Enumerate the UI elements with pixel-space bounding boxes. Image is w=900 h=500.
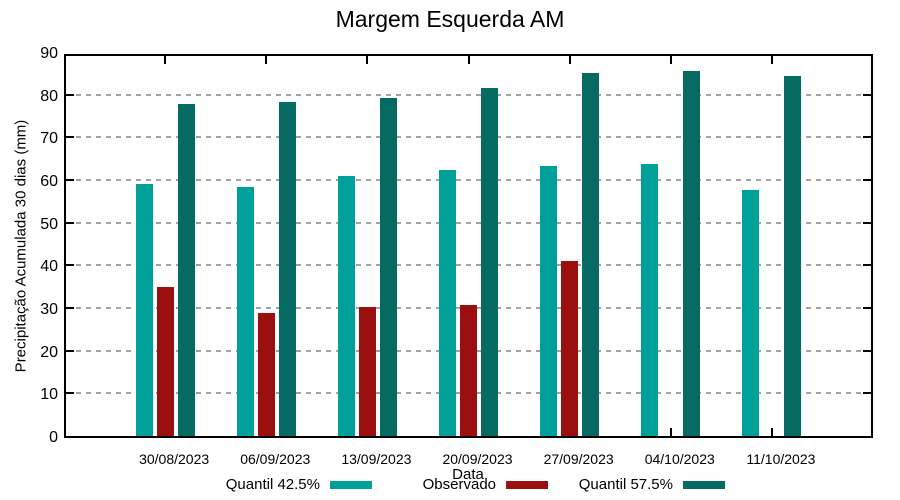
bar-quantil-57-5	[784, 76, 802, 436]
plot-area	[64, 54, 873, 438]
bar-quantil-42-5	[742, 189, 760, 436]
bar-observado	[156, 287, 174, 436]
x-tick-mark	[467, 56, 470, 64]
bar-quantil-42-5	[236, 186, 254, 436]
bar-quantil-57-5	[379, 98, 397, 436]
y-tick-mark	[863, 264, 871, 267]
bar-quantil-42-5	[337, 176, 355, 436]
y-tick-mark	[66, 179, 74, 181]
y-tick-mark	[863, 307, 871, 309]
legend-label: Quantil 42.5%	[225, 476, 320, 493]
x-tick-label: 13/09/2023	[341, 451, 412, 467]
x-tick-mark	[669, 56, 672, 64]
y-tick-label: 40	[40, 258, 58, 276]
y-tick-mark	[66, 221, 74, 224]
x-tick-label: 11/10/2023	[746, 451, 816, 467]
y-tick-mark	[863, 179, 871, 181]
bar-quantil-57-5	[278, 101, 296, 436]
y-tick-mark	[863, 349, 871, 352]
gridline	[66, 179, 871, 181]
x-tick-label: 27/09/2023	[543, 451, 614, 467]
y-tick-label: 20	[40, 343, 58, 361]
x-tick-mark	[568, 56, 571, 64]
y-tick-label: 0	[49, 429, 58, 446]
y-tick-mark	[863, 93, 871, 96]
legend-label: Observado	[422, 476, 496, 493]
legend-item-observado: Observado	[423, 477, 548, 493]
x-tick-label: 30/08/2023	[139, 451, 210, 467]
y-tick-mark	[66, 264, 74, 267]
gridline	[66, 221, 871, 224]
x-tick-label: 04/10/2023	[644, 451, 715, 467]
y-tick-mark	[66, 349, 74, 352]
x-tick-mark	[770, 428, 773, 436]
bar-quantil-57-5	[177, 104, 195, 436]
x-tick-mark	[770, 56, 773, 64]
legend-swatch-quantil-42-5-icon	[330, 481, 372, 489]
bar-quantil-42-5	[439, 170, 456, 436]
y-tick-label: 60	[40, 173, 58, 190]
legend-label: Quantil 57.5%	[578, 476, 673, 493]
bar-observado	[257, 313, 275, 436]
bar-quantil-42-5	[540, 165, 558, 436]
y-tick-mark	[863, 136, 871, 139]
bar-quantil-57-5	[481, 87, 498, 436]
bar-quantil-57-5	[582, 72, 600, 436]
bar-quantil-42-5	[641, 163, 659, 436]
x-tick-label: 20/09/2023	[442, 451, 513, 467]
y-tick-label: 70	[40, 130, 58, 148]
y-tick-mark	[863, 221, 871, 224]
x-tick-label: 06/09/2023	[240, 451, 311, 467]
y-tick-mark	[66, 136, 74, 139]
y-tick-mark	[863, 392, 871, 395]
bar-quantil-42-5	[135, 183, 153, 436]
x-tick-mark	[164, 56, 167, 64]
gridline	[66, 93, 871, 96]
y-tick-label: 30	[40, 301, 58, 318]
x-axis-title: Data	[452, 466, 484, 483]
gridline	[66, 136, 871, 139]
bar-quantil-57-5	[683, 70, 701, 436]
y-tick-mark	[66, 392, 74, 395]
x-tick-mark	[366, 56, 369, 64]
legend-item-quantil-42-5: Quantil 42.5%	[226, 477, 372, 493]
legend-swatch-observado-icon	[506, 481, 548, 489]
bar-observado	[358, 306, 376, 436]
bar-observado	[561, 260, 579, 436]
y-axis-title: Precipitação Acumulada 30 dias (mm)	[12, 119, 30, 373]
y-tick-label: 90	[40, 45, 58, 62]
y-tick-mark	[66, 307, 74, 309]
y-tick-label: 80	[40, 87, 58, 105]
legend-item-quantil-57-5: Quantil 57.5%	[579, 477, 725, 493]
chart-title: Margem Esquerda AM	[335, 6, 565, 32]
y-tick-mark	[66, 93, 74, 96]
x-tick-mark	[669, 428, 672, 436]
bar-observado	[460, 304, 477, 436]
legend-swatch-quantil-57-5-icon	[683, 481, 725, 489]
x-tick-mark	[265, 56, 268, 64]
y-tick-label: 10	[40, 386, 58, 404]
y-tick-label: 50	[40, 215, 58, 233]
gridline	[66, 264, 871, 267]
